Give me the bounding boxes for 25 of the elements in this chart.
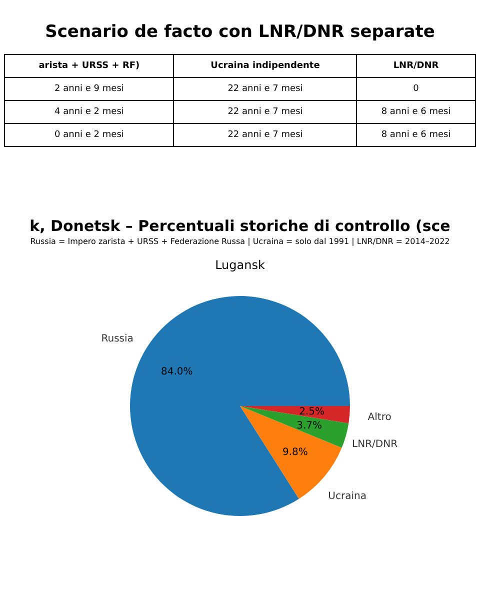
text: 8 anni e 6 mesi xyxy=(356,124,476,146)
data-label: 9.8% xyxy=(282,447,308,458)
data-label: 2.5% xyxy=(299,406,324,418)
category-label: arista + URSS + RF) xyxy=(4,54,174,78)
pie-slice xyxy=(240,406,349,448)
text: 0 anni e 2 mesi xyxy=(4,124,174,146)
slice-label: LNR/DNR xyxy=(352,438,398,450)
text: k, Donetsk – Percentuali storiche di controllo (sce xyxy=(28,217,452,235)
text: 22 anni e 7 mesi xyxy=(174,124,357,146)
category-label: Ucraina indipendente xyxy=(174,54,357,78)
chart-title: Lugansk xyxy=(215,258,265,272)
category-label: LNR/DNR xyxy=(356,54,476,78)
text: Russia = Impero zarista + URSS + Federazione Russa | Ucraina = solo dal 1991 | LNR/DNR = 2014–2022 xyxy=(29,237,451,246)
text: 2 anni e 9 mesi xyxy=(4,78,174,100)
text: 4 anni e 2 mesi xyxy=(4,100,174,124)
text: 22 anni e 7 mesi xyxy=(174,100,357,124)
text: 0 xyxy=(356,78,476,100)
text: 8 anni e 6 mesi xyxy=(356,100,476,124)
text: Scenario de facto con LNR/DNR separate xyxy=(44,22,436,42)
slice-label: Russia xyxy=(101,334,134,345)
data-label: 84.0% xyxy=(161,366,193,378)
data-label: 3.7% xyxy=(296,420,322,432)
text: 22 anni e 7 mesi xyxy=(174,78,357,100)
slice-label: Altro xyxy=(368,412,392,423)
slice-label: Ucraina xyxy=(328,490,366,502)
